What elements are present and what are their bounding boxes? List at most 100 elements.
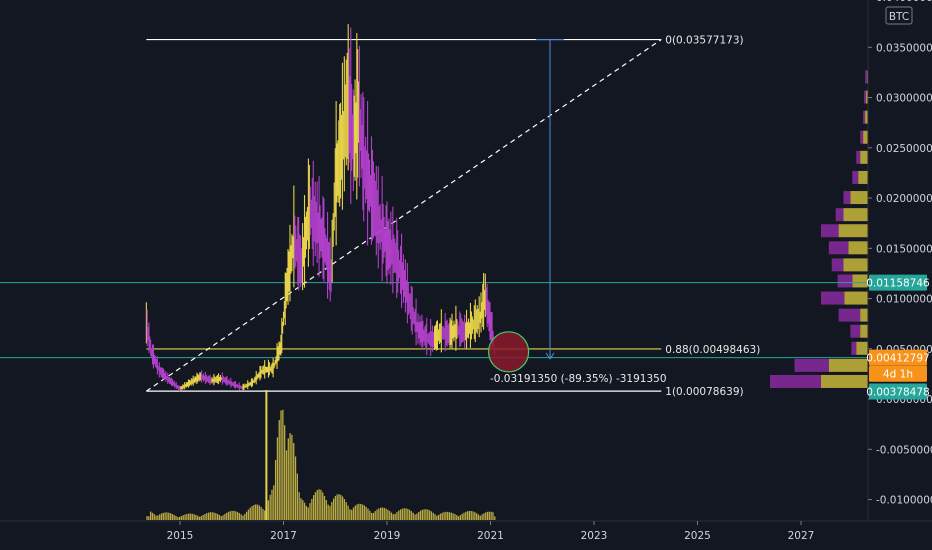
volume-bar — [340, 494, 342, 520]
volume-bar — [360, 503, 362, 520]
volume-bar — [278, 420, 280, 520]
profile-bar-down — [852, 170, 859, 184]
volume-bar — [202, 514, 204, 520]
volume-bar — [343, 499, 346, 520]
volume-bar — [206, 513, 208, 520]
profile-bar-up — [866, 90, 868, 104]
volume-bar — [399, 509, 402, 520]
volume-bar — [175, 515, 177, 520]
volume-bar — [204, 513, 206, 520]
volume-bar — [162, 512, 164, 520]
volume-bar — [213, 512, 215, 520]
volume-bar — [220, 516, 222, 520]
volume-bar — [454, 514, 456, 520]
volume-bar — [441, 512, 443, 520]
profile-bar-up — [843, 208, 868, 222]
volume-bar — [443, 512, 445, 520]
x-tick-label: 2021 — [477, 530, 504, 542]
volume-bar — [468, 510, 471, 520]
volume-bar — [332, 498, 335, 520]
volume-bar — [338, 494, 340, 520]
volume-profile — [770, 70, 868, 388]
volume-bar — [378, 508, 380, 520]
fib-trend-line[interactable] — [146, 39, 662, 392]
volume-bar — [168, 512, 170, 520]
volume-bar — [456, 515, 458, 520]
volume-bar — [412, 512, 414, 520]
volume-bar — [331, 502, 333, 520]
volume-bar — [155, 515, 157, 520]
symbol-label: BTC — [889, 11, 909, 23]
profile-bar-down — [831, 258, 844, 272]
x-tick-label: 2027 — [788, 530, 815, 542]
volume-bar — [285, 450, 288, 520]
volume-bar — [419, 510, 422, 520]
annotations[interactable]: -0.03191350 (-89.35%) -3191350 — [488, 39, 667, 385]
volume-bar — [284, 425, 286, 520]
profile-bar-down — [835, 208, 844, 222]
volume-bar — [184, 514, 186, 520]
profile-bar-up — [820, 374, 868, 388]
volume-bar — [178, 516, 181, 520]
profile-bar-down — [838, 308, 861, 322]
volume-bar — [244, 513, 246, 520]
profile-bar-up — [858, 170, 868, 184]
y-tick-label: -0.00500000 — [876, 444, 932, 456]
fib-retracement[interactable]: 0(0.03577173) 0.88(0.00498463) 1(0.0007863… — [146, 35, 760, 399]
volume-bar — [224, 513, 226, 520]
volume-bar — [416, 513, 418, 520]
volume-bar — [448, 512, 451, 520]
profile-bar-down — [820, 291, 845, 305]
volume-bar — [394, 513, 396, 520]
volume-bar — [245, 511, 248, 520]
profile-bar-up — [852, 274, 868, 288]
price-badge — [869, 274, 927, 291]
volume-bar — [407, 508, 409, 520]
highlight-circle[interactable] — [488, 331, 530, 373]
volume-bar — [325, 500, 327, 520]
volume-bar — [354, 505, 356, 520]
volume-bar — [474, 512, 476, 520]
volume-bar — [255, 504, 257, 520]
fib-level-label: 0(0.03577173) — [665, 35, 743, 47]
volume-bar — [197, 515, 199, 520]
volume-bar — [421, 509, 423, 520]
volume-bar — [488, 511, 490, 520]
volume-bar — [396, 512, 398, 520]
profile-bar-up — [856, 341, 868, 355]
volume-bar — [461, 513, 463, 520]
volume-bar — [240, 514, 242, 520]
volume-bar — [356, 504, 358, 520]
profile-bar-down — [864, 90, 867, 104]
profile-bar-down — [851, 341, 857, 355]
volume-bar — [380, 507, 382, 520]
volume-bar — [302, 500, 304, 520]
volume-bar — [437, 514, 440, 520]
volume-bar — [305, 505, 308, 520]
volume-bar — [148, 516, 150, 520]
volume-bar — [153, 514, 155, 520]
volume-bar — [492, 512, 494, 520]
volume-bar — [287, 438, 289, 520]
volume-bar — [169, 513, 172, 520]
symbol-badge[interactable] — [885, 6, 913, 25]
price-series — [145, 24, 496, 392]
volume-bar — [322, 492, 324, 520]
horizontal-lines[interactable] — [0, 282, 868, 359]
volume-bar — [327, 504, 329, 520]
time-axis[interactable]: 2015 2017 2019 2021 2023 2025 2027 — [0, 520, 932, 550]
volume-bar — [177, 517, 179, 520]
volume-bar — [439, 513, 442, 520]
volume-bar — [151, 512, 154, 520]
profile-bar-up — [860, 150, 868, 164]
volume-bar — [387, 509, 389, 520]
volume-bar — [316, 490, 318, 520]
volume-bar — [182, 515, 184, 520]
volume-bar — [260, 506, 262, 520]
volume-bar — [200, 516, 202, 520]
volume-bar — [312, 495, 315, 520]
volume-bar — [361, 504, 364, 520]
